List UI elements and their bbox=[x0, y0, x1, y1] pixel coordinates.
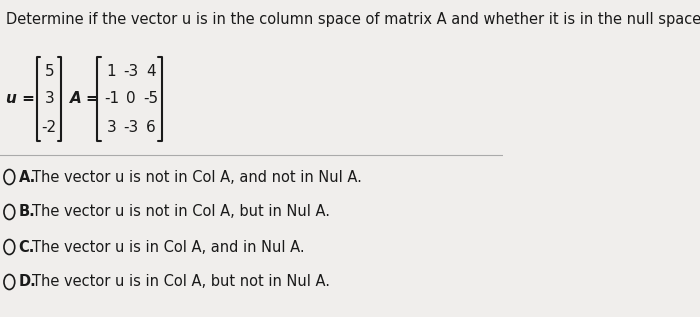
Text: -5: -5 bbox=[144, 92, 159, 107]
Text: The vector u is not in Col A, but in Nul A.: The vector u is not in Col A, but in Nul… bbox=[32, 204, 330, 219]
Text: 6: 6 bbox=[146, 120, 156, 134]
Text: A.: A. bbox=[19, 170, 36, 184]
Text: -3: -3 bbox=[123, 63, 139, 79]
Text: u =: u = bbox=[6, 92, 34, 107]
Text: A =: A = bbox=[70, 92, 99, 107]
Text: D.: D. bbox=[19, 275, 36, 289]
Text: 3: 3 bbox=[106, 120, 116, 134]
Text: -1: -1 bbox=[104, 92, 119, 107]
Text: 0: 0 bbox=[126, 92, 136, 107]
Text: -2: -2 bbox=[42, 120, 57, 134]
Text: The vector u is in Col A, but not in Nul A.: The vector u is in Col A, but not in Nul… bbox=[32, 275, 330, 289]
Text: C.: C. bbox=[19, 240, 35, 255]
Text: 4: 4 bbox=[146, 63, 156, 79]
Text: 1: 1 bbox=[106, 63, 116, 79]
Text: -3: -3 bbox=[123, 120, 139, 134]
Text: Determine if the vector u is in the column space of matrix A and whether it is i: Determine if the vector u is in the colu… bbox=[6, 12, 700, 27]
Text: 3: 3 bbox=[44, 92, 54, 107]
Text: B.: B. bbox=[19, 204, 36, 219]
Text: The vector u is not in Col A, and not in Nul A.: The vector u is not in Col A, and not in… bbox=[32, 170, 362, 184]
Text: The vector u is in Col A, and in Nul A.: The vector u is in Col A, and in Nul A. bbox=[32, 240, 305, 255]
Text: 5: 5 bbox=[44, 63, 54, 79]
